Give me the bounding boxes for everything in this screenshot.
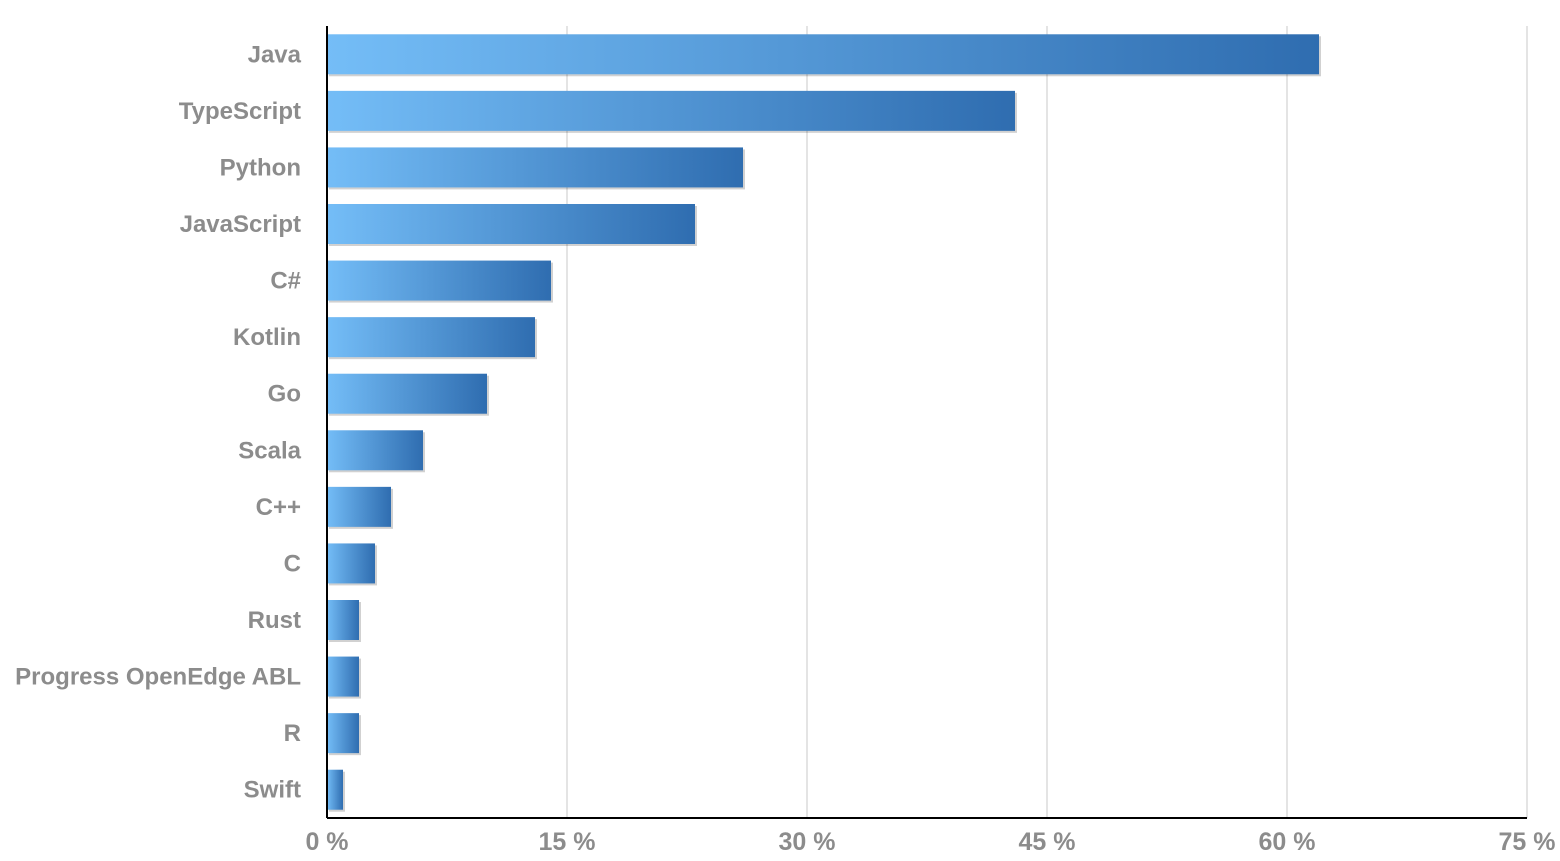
bar [327,486,391,527]
category-label: C++ [256,494,301,521]
category-label: Rust [248,607,301,634]
category-label: C# [270,268,301,295]
category-label: Progress OpenEdge ABL [15,664,301,691]
category-label: C [284,550,301,577]
x-tick-label: 0 % [305,828,348,856]
x-tick-labels: 0 % 15 % 30 % 45 % 60 % 75 % [305,828,1555,856]
bar [327,147,743,188]
bar [327,204,695,244]
x-tick-label: 30 % [779,828,836,856]
bar [327,90,1015,131]
x-tick-label: 15 % [539,828,596,856]
x-tick-label: 45 % [1019,828,1076,856]
category-label: Swift [244,777,301,804]
category-label: Go [268,381,301,408]
bar [327,713,359,754]
bar [327,317,535,358]
category-label: R [284,720,301,747]
bar [327,373,487,414]
category-label: JavaScript [180,211,301,238]
bars [327,34,1321,812]
bar [327,34,1319,75]
category-label: TypeScript [179,98,301,125]
bar [327,543,375,584]
gridlines [566,26,1528,818]
bar [327,769,343,810]
bar [327,430,423,471]
category-label: Scala [238,437,301,464]
category-label: Kotlin [233,324,301,351]
category-label: Java [248,41,302,68]
x-tick-label: 75 % [1499,828,1556,856]
bar [327,600,359,640]
bar [327,656,359,697]
category-labels: Java TypeScript Python JavaScript C# Kotlin Go… [15,41,301,803]
category-label: Python [220,154,301,181]
bar [327,260,551,301]
x-tick-label: 60 % [1259,828,1316,856]
axes [326,26,1527,819]
